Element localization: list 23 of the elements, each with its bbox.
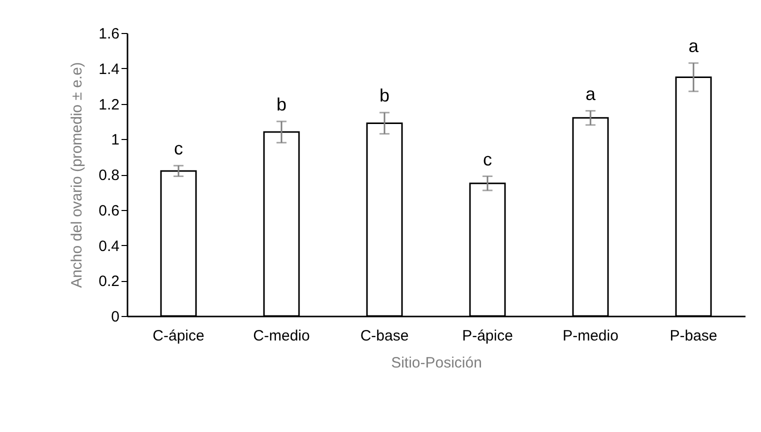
annotation: a: [585, 84, 596, 104]
y-tick-label: 0.4: [98, 238, 120, 255]
annotation: c: [483, 149, 492, 170]
y-tick-label: 0.6: [98, 202, 120, 220]
x-axis-title: Sitio-Posición: [391, 354, 482, 372]
x-tick-label: C-base: [360, 328, 409, 344]
annotation: a: [688, 36, 700, 56]
annotation: c: [174, 138, 183, 159]
annotation: b: [276, 94, 287, 114]
x-tick-label: C-ápice: [152, 328, 204, 344]
x-tick-label: P-ápice: [462, 328, 513, 344]
y-tick-label: 1.4: [98, 60, 120, 78]
y-tick-label: 1.2: [98, 96, 120, 114]
x-tick-label: P-base: [670, 328, 718, 344]
y-tick-label: 0.8: [98, 167, 120, 184]
annotation: b: [379, 86, 390, 106]
x-tick-label: C-medio: [253, 328, 310, 344]
x-tick-label: P-medio: [562, 328, 618, 344]
y-axis-title: Ancho del ovario (promedio ± e.e): [68, 62, 86, 288]
y-tick-label: 1: [111, 132, 120, 149]
y-tick-label: 0.2: [98, 273, 120, 290]
y-tick-label: 1.6: [98, 26, 120, 42]
y-tick-label: 0: [111, 308, 120, 326]
